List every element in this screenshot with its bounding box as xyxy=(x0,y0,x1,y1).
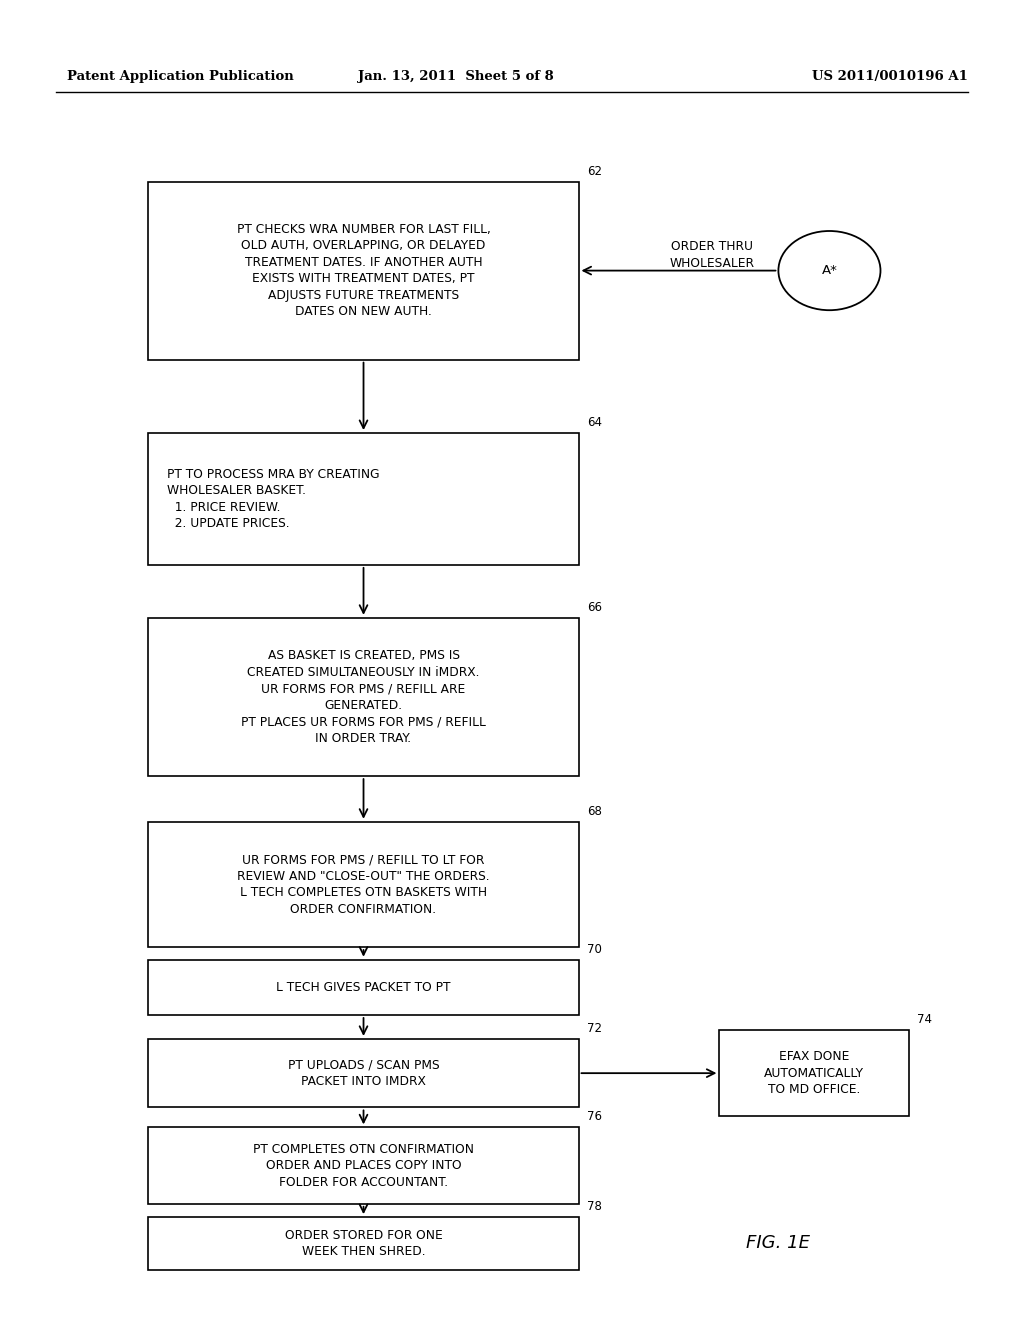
Text: 68: 68 xyxy=(587,805,602,817)
FancyBboxPatch shape xyxy=(148,618,579,776)
FancyBboxPatch shape xyxy=(148,821,579,948)
Text: 62: 62 xyxy=(587,165,602,177)
Text: AS BASKET IS CREATED, PMS IS
CREATED SIMULTANEOUSLY IN iMDRX.
UR FORMS FOR PMS /: AS BASKET IS CREATED, PMS IS CREATED SIM… xyxy=(241,649,486,744)
Text: PT CHECKS WRA NUMBER FOR LAST FILL,
OLD AUTH, OVERLAPPING, OR DELAYED
TREATMENT : PT CHECKS WRA NUMBER FOR LAST FILL, OLD … xyxy=(237,223,490,318)
FancyBboxPatch shape xyxy=(148,960,579,1015)
Text: Patent Application Publication: Patent Application Publication xyxy=(67,70,293,83)
Text: PT COMPLETES OTN CONFIRMATION
ORDER AND PLACES COPY INTO
FOLDER FOR ACCOUNTANT.: PT COMPLETES OTN CONFIRMATION ORDER AND … xyxy=(253,1143,474,1188)
Text: 78: 78 xyxy=(587,1200,602,1213)
Text: US 2011/0010196 A1: US 2011/0010196 A1 xyxy=(812,70,968,83)
FancyBboxPatch shape xyxy=(719,1030,909,1117)
Text: 70: 70 xyxy=(587,942,602,956)
FancyBboxPatch shape xyxy=(148,1039,579,1107)
Text: ORDER THRU
WHOLESALER: ORDER THRU WHOLESALER xyxy=(669,240,755,269)
Text: L TECH GIVES PACKET TO PT: L TECH GIVES PACKET TO PT xyxy=(276,981,451,994)
Text: 64: 64 xyxy=(587,416,602,429)
Text: Jan. 13, 2011  Sheet 5 of 8: Jan. 13, 2011 Sheet 5 of 8 xyxy=(357,70,554,83)
Text: 76: 76 xyxy=(587,1110,602,1123)
Text: FIG. 1E: FIG. 1E xyxy=(746,1234,810,1253)
Text: ORDER STORED FOR ONE
WEEK THEN SHRED.: ORDER STORED FOR ONE WEEK THEN SHRED. xyxy=(285,1229,442,1258)
Text: 72: 72 xyxy=(587,1022,602,1035)
FancyBboxPatch shape xyxy=(148,1127,579,1204)
Text: PT UPLOADS / SCAN PMS
PACKET INTO IMDRX: PT UPLOADS / SCAN PMS PACKET INTO IMDRX xyxy=(288,1059,439,1088)
Text: UR FORMS FOR PMS / REFILL TO LT FOR
REVIEW AND "CLOSE-OUT" THE ORDERS.
L TECH CO: UR FORMS FOR PMS / REFILL TO LT FOR REVI… xyxy=(238,853,489,916)
Text: EFAX DONE
AUTOMATICALLY
TO MD OFFICE.: EFAX DONE AUTOMATICALLY TO MD OFFICE. xyxy=(764,1051,864,1096)
FancyBboxPatch shape xyxy=(148,1217,579,1270)
Text: PT TO PROCESS MRA BY CREATING
WHOLESALER BASKET.
  1. PRICE REVIEW.
  2. UPDATE : PT TO PROCESS MRA BY CREATING WHOLESALER… xyxy=(167,467,380,531)
FancyBboxPatch shape xyxy=(148,433,579,565)
Text: A*: A* xyxy=(821,264,838,277)
FancyBboxPatch shape xyxy=(148,181,579,359)
Text: 66: 66 xyxy=(587,601,602,614)
Text: 74: 74 xyxy=(918,1014,932,1027)
